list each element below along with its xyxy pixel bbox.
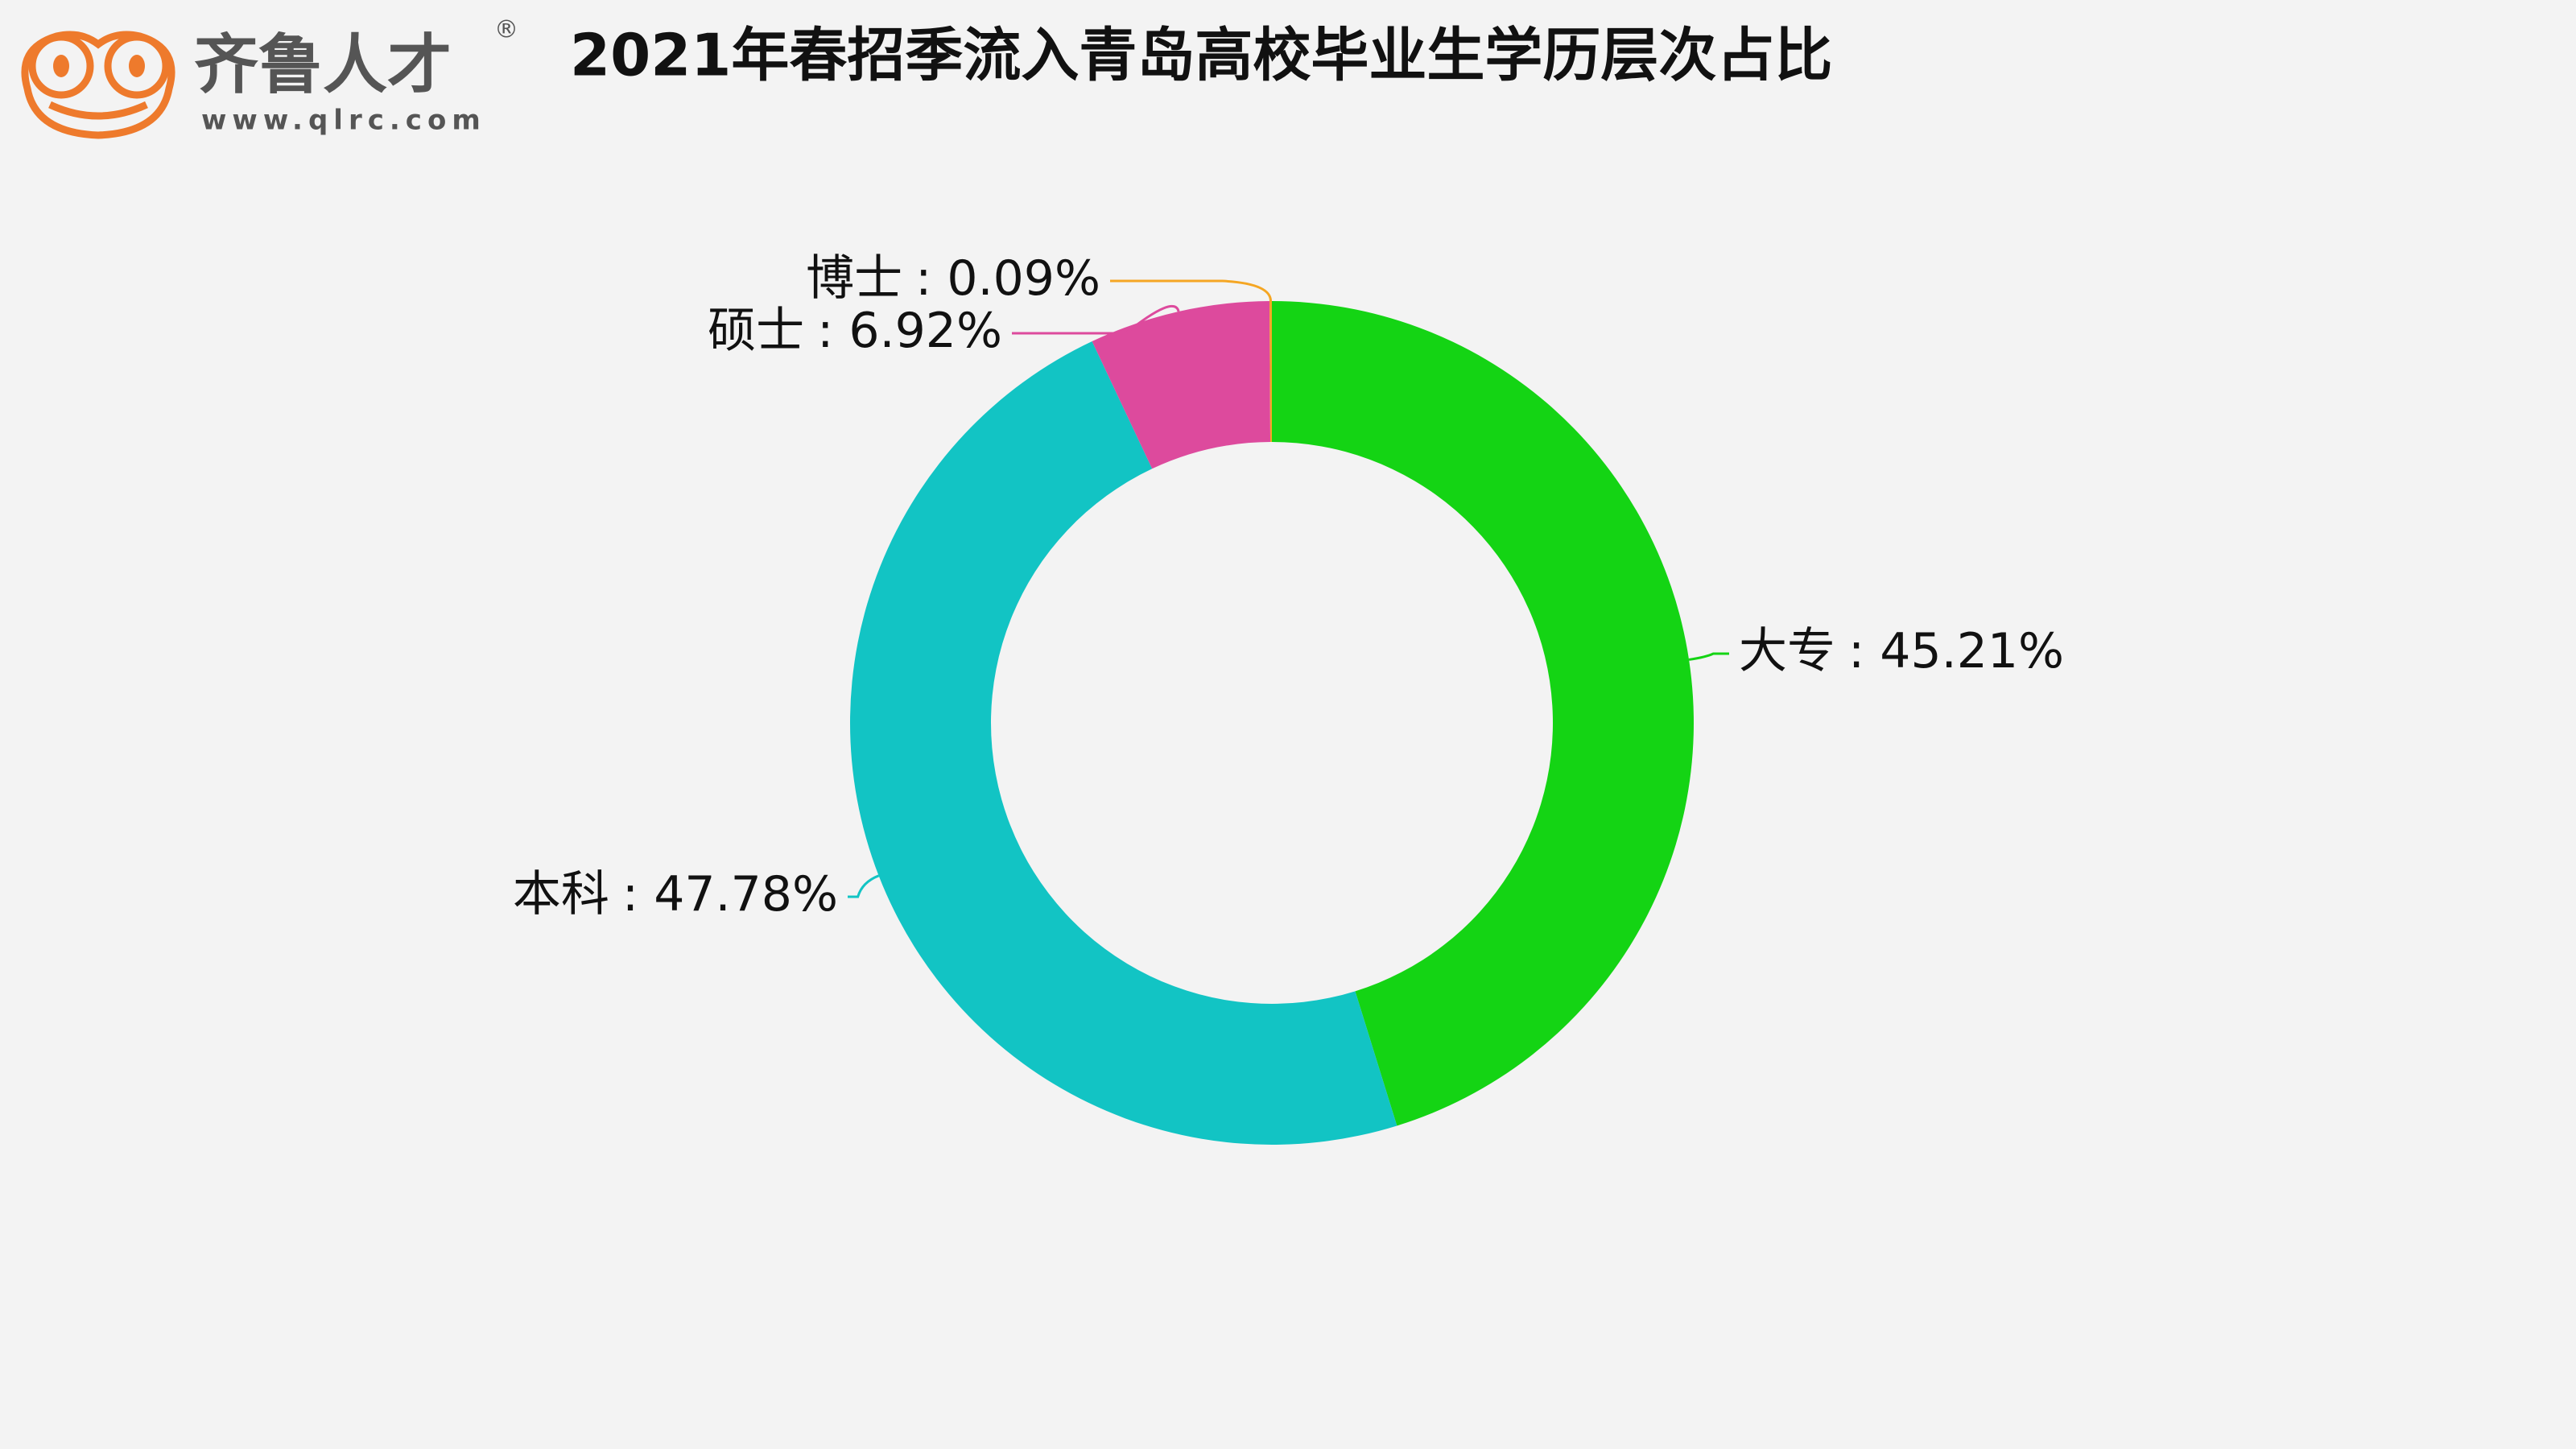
data-label: 硕士: 6.92% [708,303,1002,359]
logo-name: 齐鲁人才 [194,27,452,102]
logo-url: www.qlrc.com [201,105,486,137]
logo-mark: ® [494,16,518,44]
leader-line [848,874,880,898]
leader-line [1110,279,1273,302]
leader-line [1688,652,1729,661]
slice [850,341,1397,1146]
slice [1272,301,1694,1126]
logo-eyes [53,55,145,77]
label-name: 博士 [806,250,902,307]
label-name: 硕士 [708,303,804,359]
slice [1092,301,1271,469]
logo-icon [21,31,175,139]
label-value: : 6.92% [817,303,1002,359]
label-value: : 45.21% [1848,623,2064,679]
data-label: 本科: 47.78% [513,866,838,923]
label-name: 本科 [513,866,609,923]
chart-title: 2021年春招季流入青岛高校毕业生学历层次占比 [570,22,1832,89]
label-value: : 47.78% [622,866,838,923]
slice [1269,301,1272,443]
leader-line [1012,304,1180,335]
data-label: 博士: 0.09% [806,250,1100,307]
data-label: 大专: 45.21% [1739,623,2064,679]
label-value: : 0.09% [915,250,1100,307]
label-name: 大专 [1739,623,1835,679]
